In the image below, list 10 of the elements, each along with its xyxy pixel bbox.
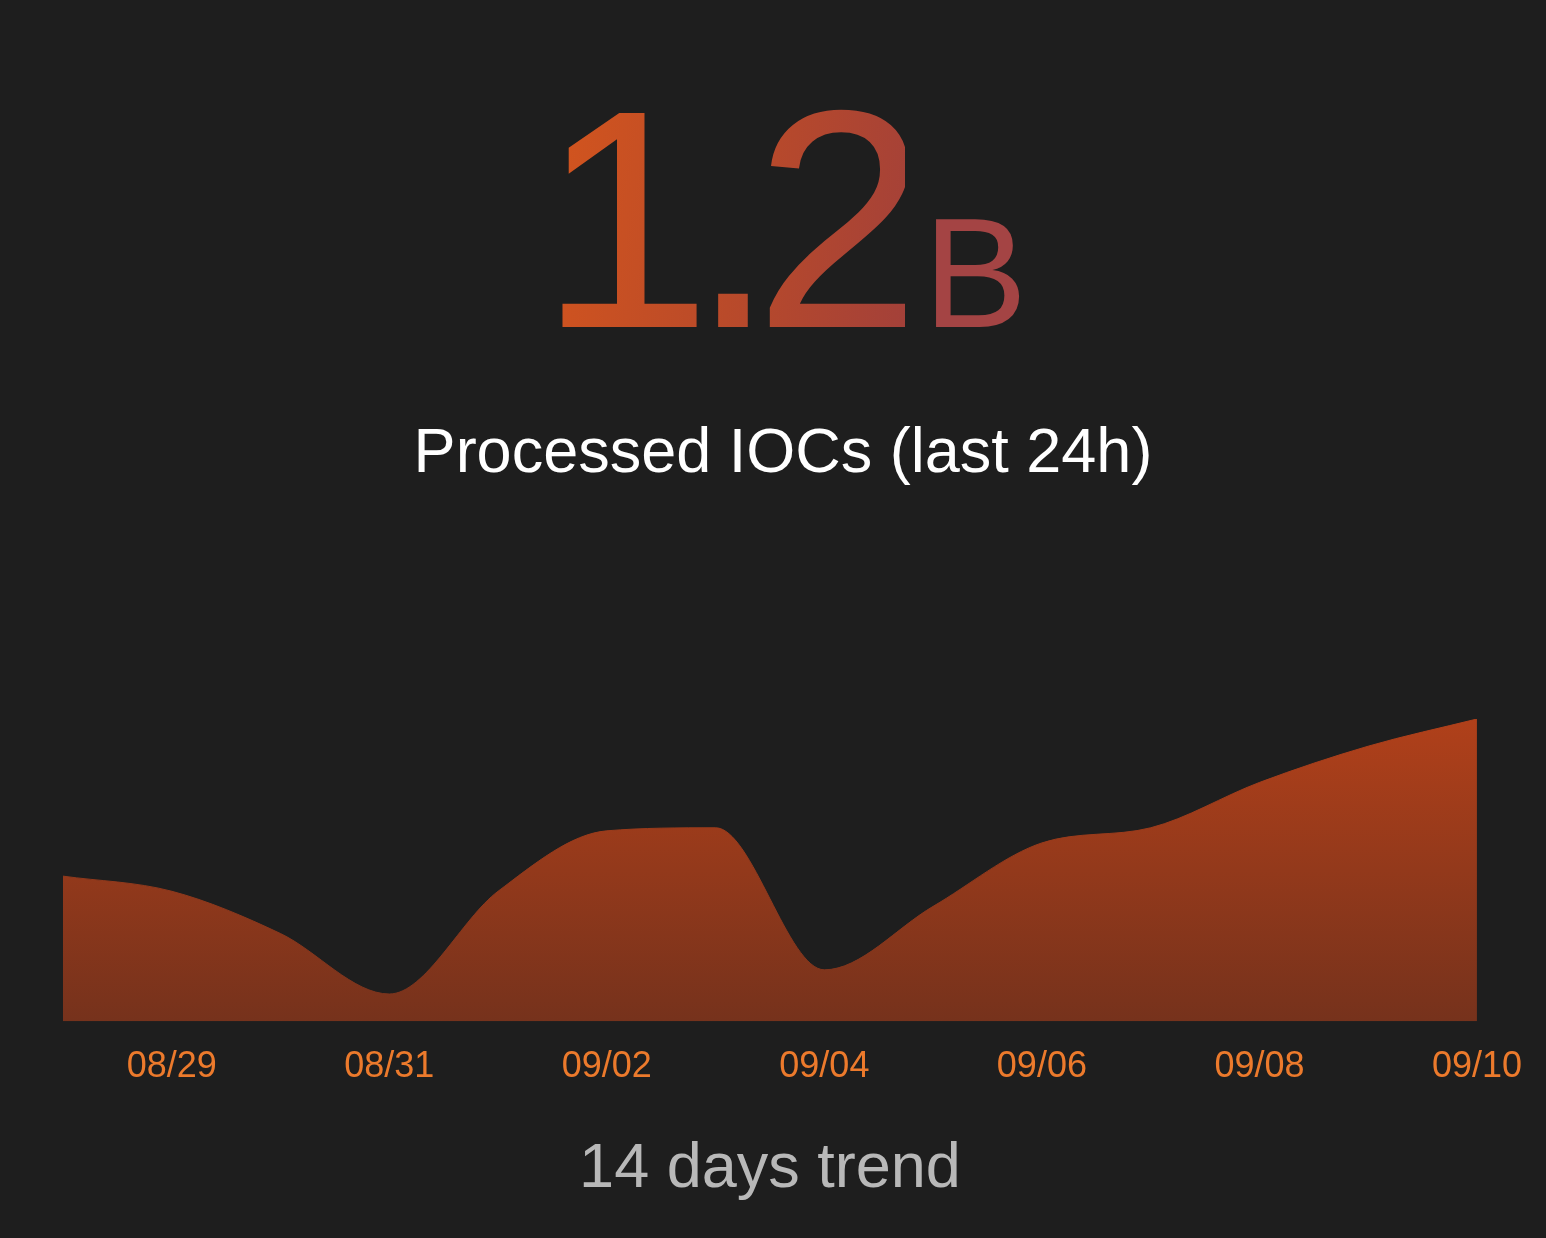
x-tick-label: 09/04: [779, 1043, 870, 1085]
x-tick-label: 09/08: [1214, 1043, 1305, 1085]
x-axis-title: 14 days trend: [579, 1129, 961, 1200]
chart-subtitle: Processed IOCs (last 24h): [412, 415, 1154, 485]
x-tick-label: 09/02: [561, 1043, 652, 1085]
x-tick-label: 08/29: [126, 1043, 217, 1085]
x-tick-label: 09/10: [1431, 1043, 1522, 1085]
x-tick-label: 09/06: [996, 1043, 1087, 1085]
x-tick-label: 08/31: [344, 1043, 435, 1085]
chart-title: 1.2B: [538, 45, 1028, 393]
